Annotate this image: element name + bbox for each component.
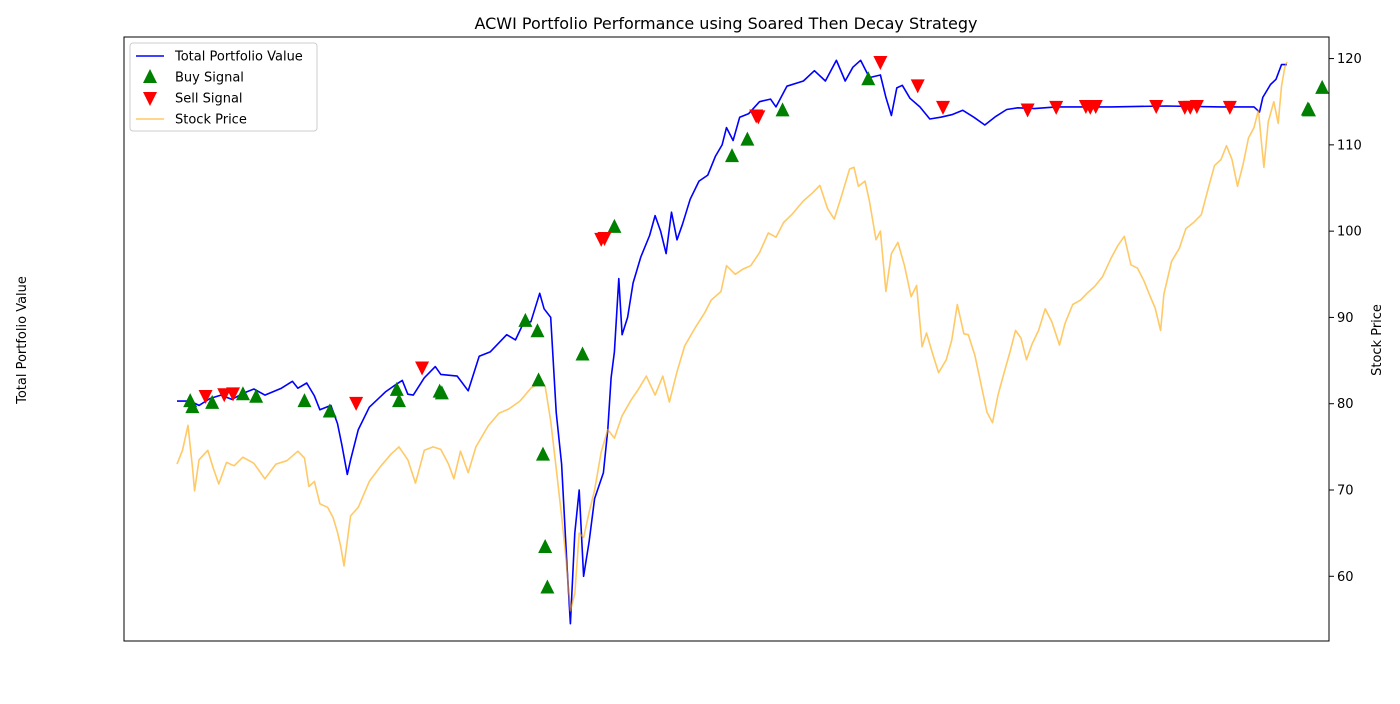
legend-label: Buy Signal [175, 71, 244, 86]
buy-signal-marker [185, 399, 200, 414]
sell-signal-marker [910, 79, 925, 94]
right-tick-label: 100 [1337, 225, 1362, 240]
left-axis-label: Total Portfolio Value [15, 276, 30, 405]
right-tick-label: 110 [1337, 138, 1362, 153]
legend-label: Stock Price [175, 113, 247, 128]
right-axis: 60 70 80 90 100 110 120 [1329, 52, 1362, 585]
sell-signal-marker [751, 110, 766, 125]
legend-box [129, 42, 318, 132]
buy-signal-marker [297, 393, 312, 408]
buy-signal-marker [205, 394, 220, 409]
buy-signal-marker [249, 388, 264, 403]
right-tick-label: 70 [1337, 484, 1354, 499]
legend-sell-marker [143, 92, 157, 106]
sell-signal-marker [873, 56, 888, 71]
sell-signal-marker [1189, 100, 1204, 115]
buy-signal-marker [535, 446, 550, 461]
plot-marks [176, 56, 1330, 625]
legend-label: Total Portfolio Value [174, 50, 303, 65]
sell-signal-marker [349, 396, 364, 411]
right-tick-label: 80 [1337, 397, 1354, 412]
buy-signal-marker [540, 579, 555, 594]
buy-signal-marker [391, 393, 406, 408]
buy-signal-marker [389, 381, 404, 396]
right-axis-label: Stock Price [1370, 304, 1385, 376]
sell-signal-marker [936, 100, 951, 115]
sell-signal-marker [1088, 100, 1103, 115]
buy-signal-marker [607, 218, 622, 233]
sell-signal-marker [198, 389, 213, 404]
buy-signal-marker [531, 372, 546, 387]
right-tick-label: 60 [1337, 570, 1354, 585]
buy-signal-marker [434, 385, 449, 400]
buy-signal-marker [235, 386, 250, 401]
buy-signal-marker [538, 538, 553, 553]
sell-signal-marker [1020, 103, 1035, 118]
right-tick-label: 90 [1337, 311, 1354, 326]
chart-title: ACWI Portfolio Performance using Soared … [474, 14, 977, 33]
buy-signal-marker [575, 346, 590, 361]
buy-signal-marker [1301, 102, 1316, 117]
buy-signal-marker [861, 71, 876, 86]
sell-signal-marker [415, 361, 430, 376]
buy-signal-marker [322, 403, 337, 418]
buy-signal-marker [775, 102, 790, 117]
sell-signal-marker [226, 387, 241, 402]
buy-signal-marker [724, 148, 739, 163]
sell-signal-marker [597, 232, 612, 247]
stock-price-line [176, 61, 1288, 612]
right-tick-label: 120 [1337, 52, 1362, 67]
sell-signal-marker [1149, 100, 1164, 115]
buy-signal-marker [1315, 79, 1330, 94]
sell-signal-marker [217, 388, 232, 403]
legend-label: Sell Signal [175, 92, 243, 107]
portfolio-value-line [177, 59, 1287, 625]
sell-signal-marker [1049, 100, 1064, 115]
legend-buy-marker [143, 69, 157, 83]
buy-signal-marker [530, 323, 545, 338]
buy-signal-marker [740, 131, 755, 146]
sell-signal-marker [1222, 100, 1237, 115]
legend: Total Portfolio Value Buy Signal Sell Sign… [129, 42, 318, 132]
buy-signal-marker [518, 312, 533, 327]
plot-frame [123, 36, 1330, 642]
